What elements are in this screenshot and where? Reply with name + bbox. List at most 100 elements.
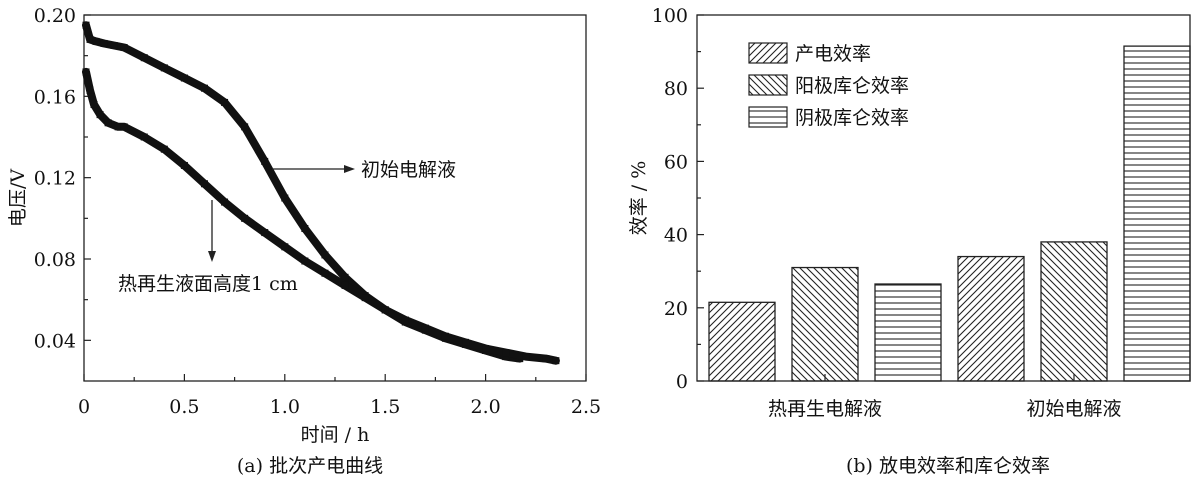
chart-a-series-initial-point	[86, 35, 94, 43]
chart-a-series-regen-point	[104, 119, 112, 127]
chart-a-series-regen-point	[361, 294, 369, 302]
chart-a-series-initial-point	[100, 39, 108, 47]
chart-a-series-regen-point	[90, 100, 98, 108]
chart-a-series-initial-point	[502, 353, 510, 361]
annotation-arrowhead-regen	[208, 251, 216, 262]
chart-a-series-initial-point	[82, 21, 90, 29]
chart-b-ytick-label: 80	[664, 78, 688, 100]
chart-a-tick-labels: 0 0.5 1.0 1.5 2.0 2.5 0.04 0.08 0.12 0.16 0.20	[34, 5, 601, 418]
chart-a-series-initial-point	[281, 194, 289, 202]
chart-a-xtick-label: 1.5	[370, 396, 400, 418]
chart-b-caption: (b) 放电效率和库仑效率	[846, 455, 1050, 477]
legend-label-power-efficiency: 产电效率	[795, 43, 871, 65]
chart-a-series-regen-line	[82, 67, 560, 365]
chart-a-series-initial-point	[200, 84, 208, 92]
chart-b-ytick-label: 60	[664, 151, 688, 173]
bar-initial-power-efficiency	[957, 255, 1025, 382]
chart-a-ytick-label: 0.04	[34, 330, 76, 352]
chart-a-series-regen-point	[86, 86, 94, 94]
bar-regen-power-efficiency	[708, 301, 776, 382]
chart-b-tick-labels: 0 20 40 60 80 100	[652, 5, 688, 393]
chart-a-series-initial-point	[321, 251, 329, 259]
chart-a-series-initial-point	[341, 273, 349, 281]
chart-a-series-regen-point	[462, 338, 470, 346]
chart-a-xtick-label: 2.5	[571, 396, 601, 418]
chart-a-series-regen-point	[381, 306, 389, 314]
legend-swatch-power-efficiency	[748, 42, 788, 64]
chart-a-ylabel: 电压/V	[7, 169, 29, 227]
annotation-label-initial: 初始电解液	[361, 159, 456, 181]
chart-a-series-regen-point	[261, 229, 269, 237]
chart-b-ytick-label: 100	[652, 5, 688, 27]
legend-swatch-cathode-coulombic	[748, 106, 788, 128]
chart-a-series-regen-point	[321, 269, 329, 277]
chart-a-series-initial-point	[261, 157, 269, 165]
bar-initial-cathode-coulombic	[1123, 45, 1191, 382]
chart-a-ytick-label: 0.16	[34, 86, 76, 108]
legend-swatch-anode-coulombic	[748, 74, 788, 96]
chart-a-series-regen-point	[114, 123, 122, 131]
chart-a-series-initial-point	[110, 42, 118, 49]
chart-a-plot-frame	[83, 14, 587, 382]
chart-a-series-regen-point	[200, 180, 208, 188]
chart-a-series-regen-point	[301, 257, 309, 265]
chart-a-series-initial-point	[140, 54, 148, 62]
chart-a-series-regen-point	[401, 316, 409, 324]
chart-a-xtick-label: 1.0	[270, 396, 300, 418]
chart-a-ytick-label: 0.12	[34, 168, 76, 190]
chart-b-ylabel: 效率 / %	[628, 161, 650, 236]
chart-b-category-initial: 初始电解液	[1026, 398, 1121, 420]
chart-a-series-initial-point	[120, 44, 128, 52]
chart-a-series-initial-point	[301, 225, 309, 232]
chart-a-xtick-label: 0	[78, 396, 90, 418]
chart-a-series	[82, 21, 560, 365]
chart-a-series-regen-point	[120, 123, 128, 131]
chart-b-ytick-label: 20	[664, 298, 688, 320]
chart-a-series-initial-point	[241, 123, 249, 131]
chart-b-legend: 产电效率 阳极库仑效率 阴极库仑效率	[748, 42, 909, 129]
chart-a-series-initial-point	[180, 74, 188, 82]
annotation-label-regen: 热再生液面高度1 cm	[118, 273, 298, 295]
chart-a-series-regen-point	[140, 133, 148, 141]
chart-b-category-labels: 热再生电解液 初始电解液	[768, 398, 1122, 420]
annotation-arrowhead-initial	[344, 165, 355, 173]
chart-a-series-regen-point	[221, 198, 229, 206]
chart-a-series-regen-point	[441, 332, 449, 340]
chart-b-bars	[708, 45, 1191, 382]
chart-a-series-regen-point	[241, 214, 249, 222]
chart-a-xtick-label: 0.5	[169, 396, 199, 418]
chart-a-series-initial-point	[160, 64, 168, 72]
chart-a-series-initial-point	[92, 37, 100, 45]
chart-b-ytick-label: 0	[676, 371, 688, 393]
chart-a-series-regen-point	[281, 243, 289, 251]
chart-b-category-regen: 热再生电解液	[768, 398, 882, 420]
bar-initial-anode-coulombic	[1040, 241, 1108, 382]
chart-a-series-regen-point	[482, 344, 490, 352]
chart-a-series-regen-point	[421, 324, 429, 332]
chart-a-ticks	[83, 14, 587, 381]
chart-a-series-regen-point	[160, 145, 168, 153]
chart-b-ytick-label: 40	[664, 225, 688, 247]
chart-a-series-regen-point	[180, 161, 188, 169]
chart-a-series-regen-point	[341, 281, 349, 289]
chart-a-series-initial-line	[82, 21, 524, 363]
chart-a-ytick-label: 0.08	[34, 249, 76, 271]
chart-a-caption: (a) 批次产电曲线	[237, 455, 383, 477]
legend-label-cathode-coulombic: 阴极库仑效率	[795, 107, 909, 129]
chart-a-series-regen-point	[552, 357, 560, 365]
chart-a-series-initial-point	[221, 98, 229, 106]
chart-a-series-regen-point	[502, 349, 510, 357]
chart-a-xlabel: 时间 / h	[301, 424, 370, 446]
bar-regen-anode-coulombic	[791, 266, 859, 382]
chart-a-series-regen-point	[522, 353, 530, 361]
chart-a-xtick-label: 2.0	[470, 396, 500, 418]
chart-a-series-regen-point	[82, 68, 90, 76]
chart-a-series-regen-point	[542, 355, 550, 363]
chart-a-ytick-label: 0.20	[34, 5, 76, 27]
chart-a-series-regen-point	[96, 111, 104, 119]
chart-a: 0 0.5 1.0 1.5 2.0 2.5 0.04 0.08 0.12 0.16 0.20 时间 …	[7, 5, 601, 477]
bar-regen-cathode-coulombic	[874, 283, 942, 382]
chart-b: 0 20 40 60 80 100 热再生电解液 初始电解液 效率 / % (b) 放电效率…	[628, 5, 1191, 477]
legend-label-anode-coulombic: 阳极库仑效率	[795, 75, 909, 97]
